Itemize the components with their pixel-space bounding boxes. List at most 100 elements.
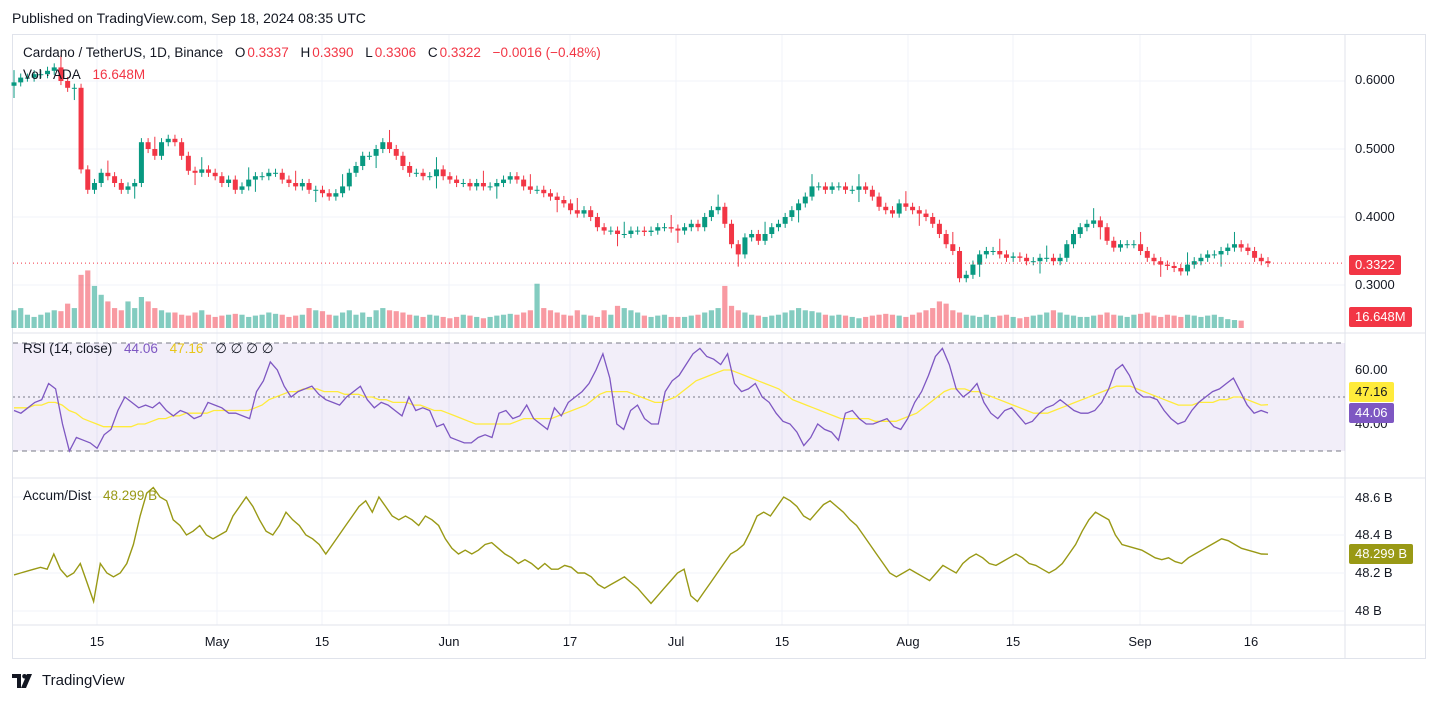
volume-bar xyxy=(279,314,285,328)
volume-bar xyxy=(614,305,621,328)
candle-body xyxy=(1077,227,1083,234)
candle-body xyxy=(514,176,520,180)
volume-legend: Vol · ADA 16.648M xyxy=(23,67,147,82)
candle-body xyxy=(91,183,97,190)
high-value: 0.3390 xyxy=(312,45,354,60)
candle-body xyxy=(199,169,205,173)
volume-bar xyxy=(936,301,943,328)
candle-body xyxy=(273,172,279,174)
volume-bar xyxy=(145,301,151,328)
candle-body xyxy=(655,227,661,231)
candle-body xyxy=(1044,257,1050,259)
candle-body xyxy=(1030,261,1036,263)
candle-body xyxy=(1124,244,1130,246)
volume-bar xyxy=(1104,312,1110,328)
volume-bar xyxy=(24,314,31,328)
volume-bar xyxy=(1084,316,1090,328)
candle-body xyxy=(1205,254,1211,258)
tradingview-logo-icon xyxy=(12,673,32,688)
volume-bar xyxy=(1218,316,1224,328)
ad-label[interactable]: Accum/Dist xyxy=(23,488,92,503)
volume-bar xyxy=(842,315,849,328)
volume-bar xyxy=(205,314,212,328)
candle-body xyxy=(138,142,144,183)
candle-body xyxy=(1117,244,1123,248)
ad-tick-label: 48 B xyxy=(1355,603,1382,618)
volume-bar xyxy=(856,318,862,328)
volume-bar xyxy=(1151,315,1157,328)
rsi-ma-value: 47.16 xyxy=(169,341,204,356)
candle-body xyxy=(796,203,802,211)
volume-bar xyxy=(1077,316,1083,328)
low-value: 0.3306 xyxy=(374,45,417,60)
candle-body xyxy=(1064,244,1070,258)
volume-bar xyxy=(1057,312,1063,328)
volume-bar xyxy=(500,314,507,328)
candle-body xyxy=(1158,261,1164,265)
footer-brand[interactable]: TradingView xyxy=(12,672,125,689)
volume-label[interactable]: Vol · ADA xyxy=(23,67,81,82)
candle-body xyxy=(896,203,902,214)
volume-bar xyxy=(420,316,426,328)
volume-bar xyxy=(111,308,118,328)
volume-bar xyxy=(541,308,547,328)
candle-body xyxy=(78,87,84,170)
price-tick-label: 0.5000 xyxy=(1355,141,1395,156)
volume-bar xyxy=(487,316,493,328)
volume-bar xyxy=(836,314,842,328)
candle-body xyxy=(775,223,781,228)
volume-bar xyxy=(983,314,989,328)
volume-bar xyxy=(78,274,84,328)
volume-bar xyxy=(172,312,178,328)
volume-bar xyxy=(11,310,17,328)
candle-body xyxy=(400,155,406,166)
candle-body xyxy=(688,223,694,228)
price-tick-label: 0.6000 xyxy=(1355,72,1395,87)
candle-body xyxy=(159,142,165,156)
volume-bar xyxy=(306,308,312,328)
symbol-name[interactable]: Cardano / TetherUS, 1D, Binance xyxy=(23,45,224,60)
candle-body xyxy=(467,183,473,187)
candle-body xyxy=(963,274,969,279)
volume-bar xyxy=(977,316,983,328)
candle-body xyxy=(487,186,493,188)
last-volume-badge: 16.648M xyxy=(1349,307,1412,327)
volume-bar xyxy=(863,316,869,328)
volume-bar xyxy=(1198,316,1204,328)
candle-body xyxy=(179,142,185,156)
candle-body xyxy=(997,251,1003,255)
volume-bar xyxy=(876,314,882,328)
rsi-line xyxy=(13,347,1269,453)
candle-body xyxy=(547,193,553,197)
volume-bar xyxy=(1158,316,1164,328)
candle-body xyxy=(145,142,151,149)
candle-body xyxy=(561,200,567,204)
candle-body xyxy=(836,186,842,188)
volume-bar xyxy=(749,314,755,328)
volume-bar xyxy=(970,315,976,328)
volume-bar xyxy=(132,308,138,328)
volume-bar xyxy=(360,312,366,328)
candle-body xyxy=(829,186,835,190)
candle-body xyxy=(957,251,963,279)
candle-body xyxy=(802,196,808,204)
rsi-badge: 44.06 xyxy=(1349,403,1394,423)
volume-bar xyxy=(1030,315,1036,328)
candle-body xyxy=(816,186,822,188)
candle-body xyxy=(380,142,386,149)
rsi-label[interactable]: RSI (14, close) xyxy=(23,341,113,356)
volume-bar xyxy=(581,314,587,328)
volume-bar xyxy=(393,311,399,328)
candle-body xyxy=(628,230,634,234)
volume-bar xyxy=(460,314,466,328)
volume-bar xyxy=(246,316,252,328)
volume-bar xyxy=(1205,315,1211,328)
candle-body xyxy=(983,251,989,255)
candle-body xyxy=(883,206,889,211)
candle-body xyxy=(990,251,996,252)
volume-bar xyxy=(742,312,748,328)
volume-bar xyxy=(608,314,614,328)
volume-bar xyxy=(950,310,956,328)
candle-body xyxy=(501,179,507,183)
